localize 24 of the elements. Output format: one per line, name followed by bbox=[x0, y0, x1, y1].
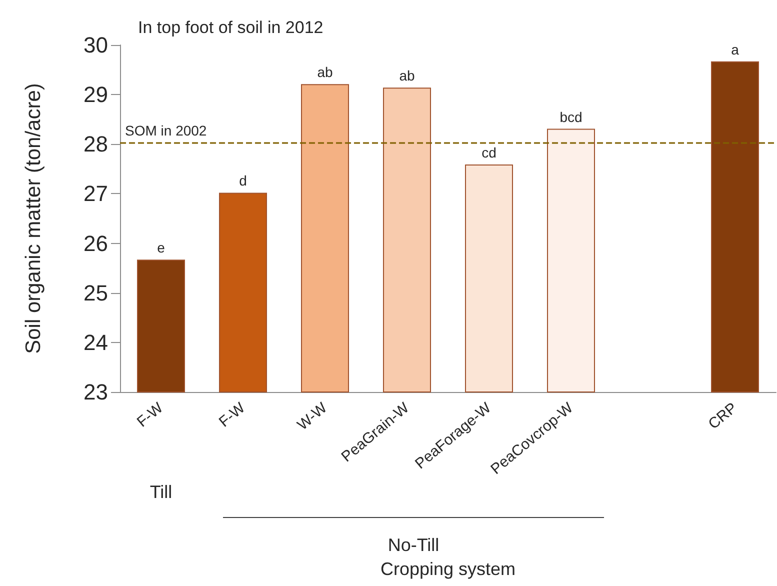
y-tick-label: 23 bbox=[84, 380, 108, 404]
data-label: e bbox=[157, 240, 166, 256]
data-label: bcd bbox=[560, 108, 582, 125]
y-tick-label: 26 bbox=[84, 230, 108, 256]
x-tick-label: CRP bbox=[705, 399, 740, 433]
y-tick-label: 25 bbox=[84, 280, 108, 306]
data-label: cd bbox=[482, 144, 496, 160]
data-label: a bbox=[731, 41, 740, 58]
data-label: d bbox=[239, 172, 247, 189]
y-tick-label: 29 bbox=[84, 82, 108, 108]
y-tick-label: 28 bbox=[84, 132, 108, 157]
chart-title: In top foot of soil in 2012 bbox=[138, 18, 324, 37]
data-label: ab bbox=[399, 68, 415, 84]
text: Till bbox=[150, 482, 172, 502]
x-axis-title: Cropping system bbox=[380, 559, 516, 579]
data-label: ab bbox=[317, 64, 333, 80]
ref-line-label: SOM in 2002 bbox=[125, 122, 207, 139]
y-axis-title: Soil organic matter (ton/acre) bbox=[22, 83, 45, 354]
y-tick-label: 30 bbox=[84, 32, 108, 58]
y-tick-label: 27 bbox=[84, 181, 108, 206]
x-tick-label: F-W bbox=[134, 398, 168, 431]
x-tick-label: F-W bbox=[216, 398, 250, 431]
y-tick-label: 24 bbox=[84, 330, 108, 355]
text: No-Till bbox=[388, 535, 440, 555]
